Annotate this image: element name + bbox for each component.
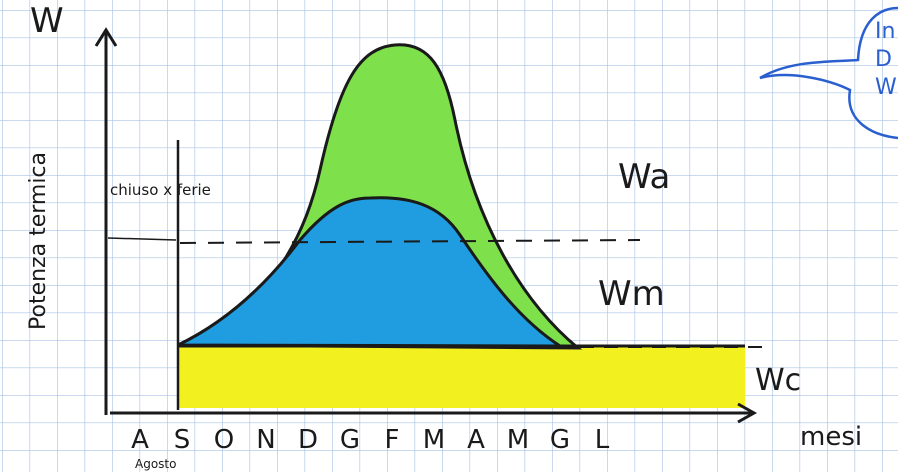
month-label: A (467, 425, 485, 455)
month-label: M (507, 425, 529, 455)
y-axis-title: Potenza termica (26, 152, 51, 330)
month-label: F (385, 425, 400, 455)
wa-label: Wa (618, 157, 670, 197)
bubble-line: D (875, 47, 892, 72)
diagram: W Potenza termica chiuso x ferie Wa Wm W… (0, 0, 898, 472)
month-label: G (550, 425, 570, 455)
wc-label: Wc (755, 363, 801, 398)
wm-label: Wm (598, 274, 665, 314)
month-label: N (256, 425, 275, 455)
month-label: M (423, 425, 445, 455)
month-label: L (595, 425, 610, 455)
month-label: A (131, 425, 149, 455)
closed-note: chiuso x ferie (110, 181, 211, 199)
month-label: O (214, 425, 234, 455)
month-label: D (298, 425, 318, 455)
month-label: G (340, 425, 360, 455)
first-month-note: Agosto (135, 457, 176, 471)
bubble-line: In (875, 19, 895, 44)
bubble-line: W (875, 75, 897, 100)
month-label: S (174, 425, 191, 455)
y-axis-label: W (30, 1, 64, 41)
x-axis-label: mesi (800, 422, 862, 452)
wc-area (178, 346, 745, 408)
